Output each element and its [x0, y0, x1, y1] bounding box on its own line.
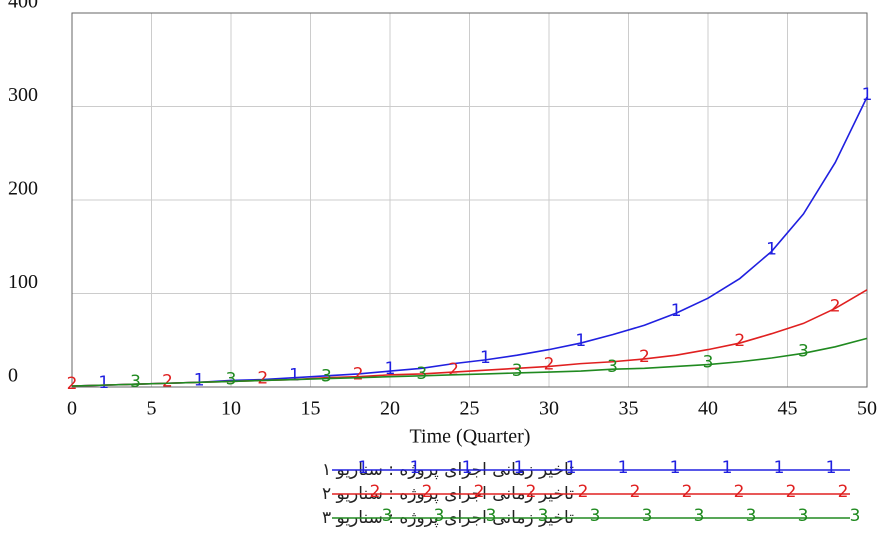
- y-tick-label: 200: [8, 178, 38, 200]
- legend-marker: 1: [774, 458, 785, 478]
- x-tick-label: 35: [619, 398, 639, 420]
- legend-marker: 2: [838, 482, 849, 502]
- series-marker: 1: [862, 85, 873, 105]
- legend-marker: 3: [694, 506, 705, 526]
- y-tick-label: 300: [8, 84, 38, 106]
- legend-marker: 1: [514, 458, 525, 478]
- legend-marker: 3: [850, 506, 861, 526]
- x-tick-label: 40: [698, 398, 718, 420]
- series-marker: 1: [575, 331, 586, 351]
- x-tick-label: 0: [67, 398, 77, 420]
- y-tick-label: 0: [8, 365, 18, 387]
- series-marker: 3: [703, 353, 714, 373]
- series-marker: 1: [98, 373, 109, 393]
- legend-marker: 1: [670, 458, 681, 478]
- series-marker: 3: [607, 357, 618, 377]
- legend-marker: 2: [422, 482, 433, 502]
- legend-marker: 1: [618, 458, 629, 478]
- series-marker: 2: [830, 296, 841, 316]
- series-marker: 3: [130, 372, 141, 392]
- series-marker: 1: [766, 239, 777, 259]
- legend-marker: 3: [538, 506, 549, 526]
- series-marker: 3: [798, 341, 809, 361]
- x-tick-label: 5: [147, 398, 157, 420]
- y-tick-label: 100: [8, 271, 38, 293]
- legend-marker: 1: [826, 458, 837, 478]
- series-marker: 2: [448, 360, 459, 380]
- series-marker: 3: [226, 369, 237, 389]
- legend-marker: 1: [566, 458, 577, 478]
- legend-marker: 1: [462, 458, 473, 478]
- legend-marker: 3: [486, 506, 497, 526]
- legend-marker: 2: [474, 482, 485, 502]
- x-tick-label: 45: [778, 398, 798, 420]
- chart: Time (Quarter) 0 100 200 300 400 0 5 10 15 20 25 30…: [0, 0, 882, 549]
- legend-marker: 2: [734, 482, 745, 502]
- series-marker: 2: [734, 331, 745, 351]
- x-tick-label: 20: [380, 398, 400, 420]
- series-marker: 2: [162, 371, 173, 391]
- legend-marker: 1: [722, 458, 733, 478]
- series-marker: 3: [321, 367, 332, 387]
- x-tick-label: 10: [221, 398, 241, 420]
- series-marker: 1: [480, 348, 491, 368]
- legend-marker: 2: [630, 482, 641, 502]
- series-marker: 1: [289, 366, 300, 386]
- legend-marker: 3: [382, 506, 393, 526]
- legend-marker: 3: [746, 506, 757, 526]
- series-marker: 1: [194, 370, 205, 390]
- legend-marker: 3: [798, 506, 809, 526]
- legend-marker: 3: [590, 506, 601, 526]
- legend-marker: 1: [358, 458, 369, 478]
- x-axis-label: Time (Quarter): [410, 426, 531, 448]
- legend-marker: 2: [682, 482, 693, 502]
- series-marker: 2: [639, 347, 650, 367]
- legend-marker: 3: [434, 506, 445, 526]
- series-marker: 3: [512, 361, 523, 381]
- y-tick-label: 400: [8, 0, 38, 13]
- series-marker: 2: [67, 374, 78, 394]
- x-tick-label: 30: [539, 398, 559, 420]
- x-tick-label: 25: [460, 398, 480, 420]
- legend-marker: 1: [410, 458, 421, 478]
- x-tick-label: 50: [857, 398, 877, 420]
- legend-marker: 2: [578, 482, 589, 502]
- series-marker: 2: [257, 368, 268, 388]
- series-marker: 2: [353, 365, 364, 385]
- legend-marker: 3: [642, 506, 653, 526]
- legend-marker: 2: [526, 482, 537, 502]
- series-marker: 1: [671, 301, 682, 321]
- series-marker: 3: [416, 364, 427, 384]
- legend-marker: 2: [370, 482, 381, 502]
- x-tick-label: 15: [301, 398, 321, 420]
- legend-marker: 2: [786, 482, 797, 502]
